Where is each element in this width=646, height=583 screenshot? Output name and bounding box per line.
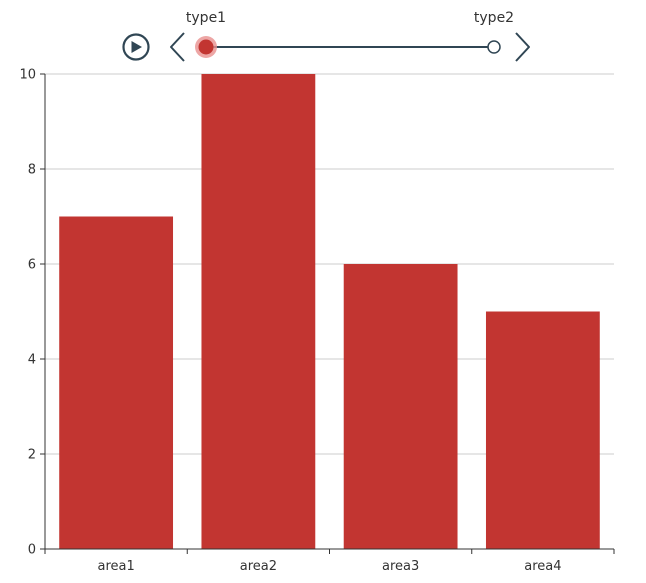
bar-area3[interactable]	[343, 264, 458, 549]
bar-area2[interactable]	[201, 74, 316, 549]
play-icon-ring	[122, 33, 150, 61]
x-tick-label: area1	[97, 559, 134, 574]
x-tick-label: area4	[524, 559, 561, 574]
chevron-left-icon[interactable]	[170, 32, 185, 62]
play-icon	[131, 41, 142, 53]
timeline-handle[interactable]	[198, 39, 214, 55]
tick-labels: 0 2 4 6 8 10 area1 area2 area3 area4	[19, 68, 561, 575]
y-tick-label: 8	[28, 163, 36, 178]
y-tick-label: 4	[28, 353, 36, 368]
bar-area4[interactable]	[485, 311, 600, 550]
axes	[40, 73, 615, 554]
chevron-right-icon[interactable]	[515, 32, 530, 62]
timeline-point-type2[interactable]	[487, 40, 501, 54]
timeline-label-type2[interactable]: type2	[474, 10, 514, 26]
y-tick-label: 10	[19, 68, 36, 83]
bar-area1[interactable]	[59, 216, 174, 550]
bars	[59, 74, 600, 549]
y-tick-label: 2	[28, 448, 36, 463]
timeline-label-type1[interactable]: type1	[186, 10, 226, 26]
y-tick-label: 0	[28, 543, 36, 558]
x-tick-label: area2	[240, 559, 277, 574]
timeline: type1 type2	[122, 10, 530, 62]
x-tick-label: area3	[382, 559, 419, 574]
play-button[interactable]	[122, 33, 150, 61]
y-tick-label: 6	[28, 258, 36, 273]
